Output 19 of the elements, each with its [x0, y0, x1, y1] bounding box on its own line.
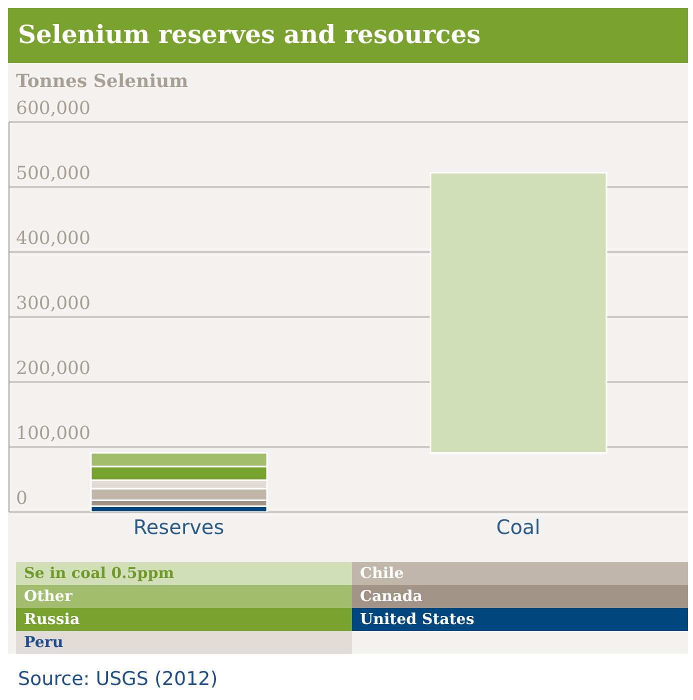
y-tick-label: 200,000	[16, 358, 90, 379]
y-tick-label: 0	[16, 488, 28, 509]
source-note: Source: USGS (2012)	[8, 654, 688, 700]
y-tick-label: 500,000	[16, 163, 90, 184]
x-tick-label: Coal	[496, 515, 540, 540]
text: Chile	[352, 562, 688, 585]
chart-title: Selenium reserves and resources	[8, 8, 688, 63]
y-tick-label: 600,000	[16, 98, 90, 119]
text: United States	[352, 608, 688, 631]
y-tick-label: 400,000	[16, 228, 90, 249]
y-tick-label: 100,000	[16, 423, 90, 444]
text: Peru	[16, 631, 352, 654]
text: Russia	[16, 608, 352, 631]
text: Se in coal 0.5ppm	[16, 562, 352, 585]
y-tick-label: 300,000	[16, 293, 90, 314]
y-axis-title: Tonnes Selenium	[15, 70, 190, 92]
x-tick-label: Reserves	[133, 515, 224, 540]
text: Other	[16, 585, 352, 608]
text: Canada	[352, 585, 688, 608]
